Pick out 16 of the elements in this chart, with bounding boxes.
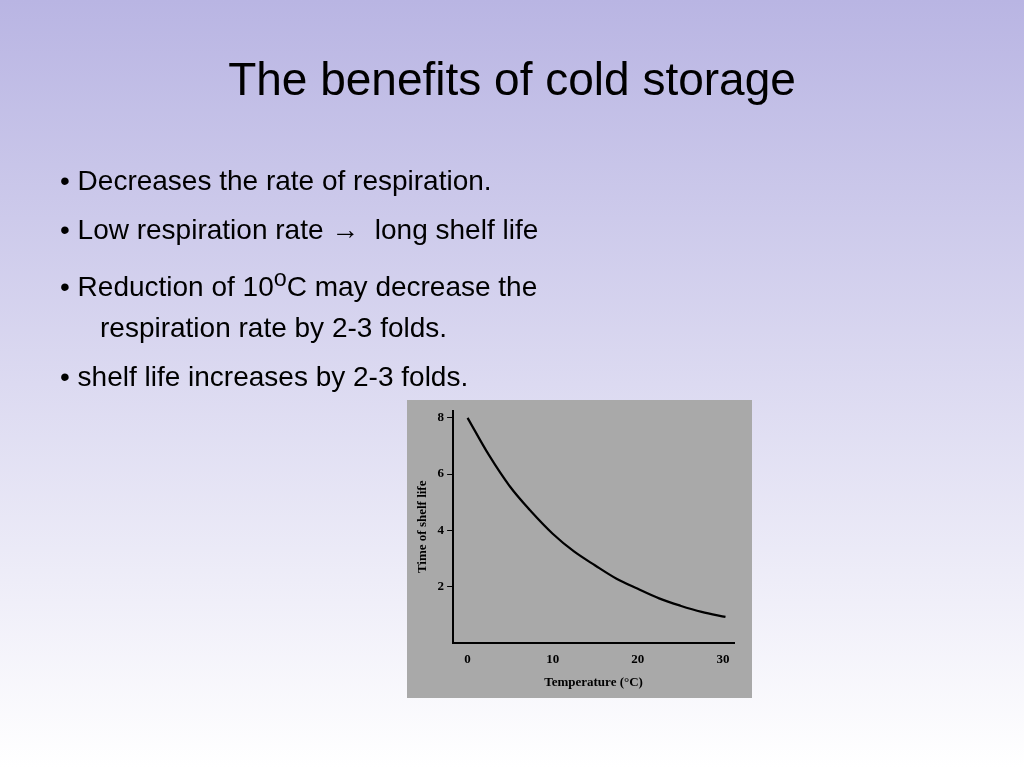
y-tick-label: 2 (437, 577, 445, 593)
x-tick-label: 10 (546, 650, 560, 666)
y-axis-title: Time of shelf life (414, 480, 430, 574)
text: • Low respiration rate → long shelf life (60, 213, 540, 247)
text: • shelf life increases by 2-3 folds. (60, 360, 470, 395)
text: • Decreases the rate of respiration. (60, 164, 493, 198)
x-tick-label: 20 (631, 650, 645, 666)
y-tick-label: 6 (437, 465, 445, 481)
y-tick-label: 4 (437, 521, 445, 537)
x-axis-title: Temperature (°C) (544, 673, 643, 689)
text: • Reduction of 10$^{o}$C may decrease the respiration rate by 2-3 folds. (60, 264, 539, 346)
x-tick-label: 0 (464, 650, 471, 666)
chart-title: The benefits of cold storage (227, 52, 797, 106)
x-tick-label: 30 (716, 650, 730, 666)
line-series (466, 416, 727, 619)
y-tick-label: 8 (437, 409, 445, 425)
